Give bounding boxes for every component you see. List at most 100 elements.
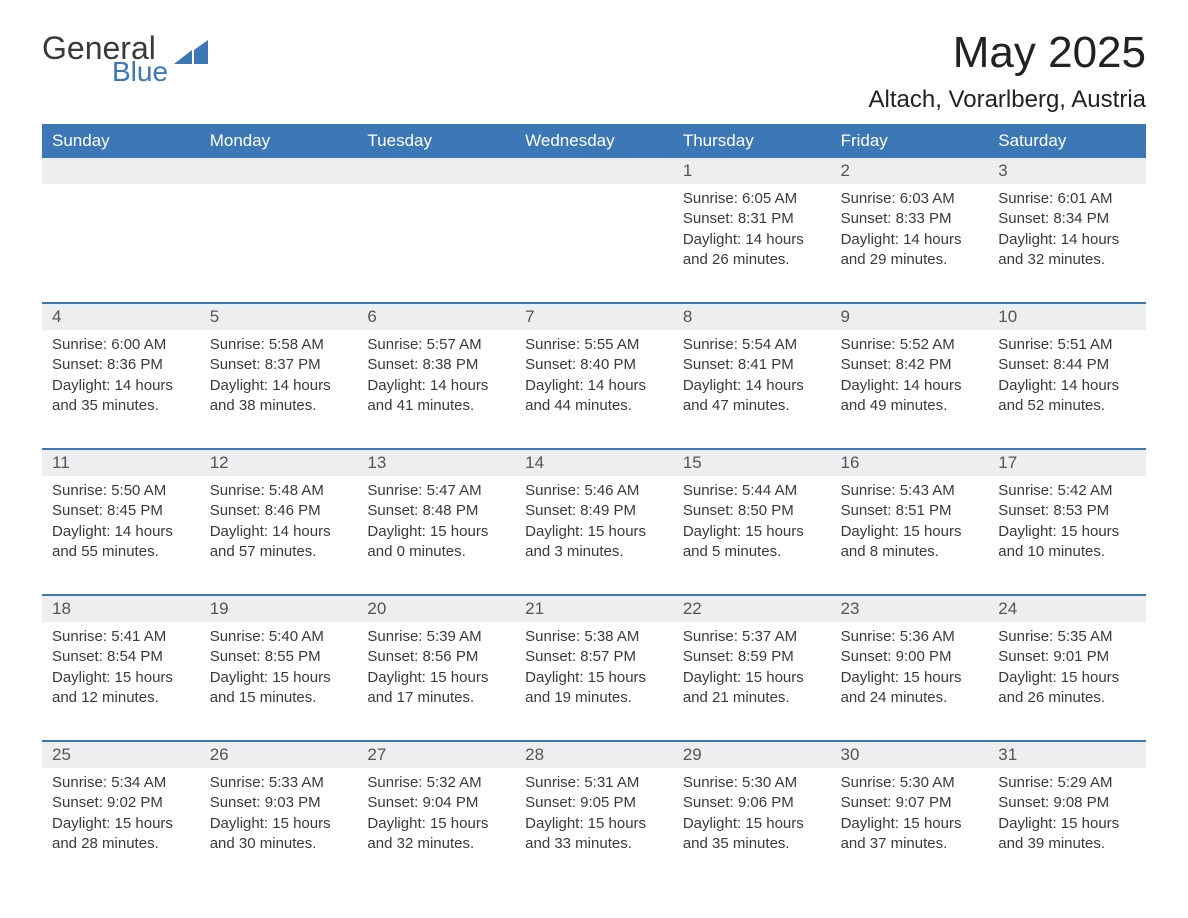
day-number: 12: [200, 450, 358, 476]
day-number: 20: [357, 596, 515, 622]
sunrise-line: Sunrise: 5:36 AM: [841, 627, 979, 647]
daylight-line: Daylight: 15 hours and 12 minutes.: [52, 668, 190, 709]
day-header-row: SundayMondayTuesdayWednesdayThursdayFrid…: [42, 124, 1146, 158]
sunset-line: Sunset: 8:55 PM: [210, 647, 348, 667]
day-number: 28: [515, 742, 673, 768]
day-number: 4: [42, 304, 200, 330]
sunrise-line: Sunrise: 5:52 AM: [841, 335, 979, 355]
day-number: 14: [515, 450, 673, 476]
day-cell: Sunrise: 5:35 AMSunset: 9:01 PMDaylight:…: [988, 622, 1146, 726]
sunrise-line: Sunrise: 6:03 AM: [841, 189, 979, 209]
sunrise-line: Sunrise: 5:50 AM: [52, 481, 190, 501]
day-cell: Sunrise: 5:58 AMSunset: 8:37 PMDaylight:…: [200, 330, 358, 434]
sunrise-line: Sunrise: 5:57 AM: [367, 335, 505, 355]
sunrise-line: Sunrise: 5:31 AM: [525, 773, 663, 793]
day-number: 13: [357, 450, 515, 476]
daylight-line: Daylight: 15 hours and 24 minutes.: [841, 668, 979, 709]
sunrise-line: Sunrise: 5:35 AM: [998, 627, 1136, 647]
sunset-line: Sunset: 8:45 PM: [52, 501, 190, 521]
daylight-line: Daylight: 14 hours and 49 minutes.: [841, 376, 979, 417]
sunrise-line: Sunrise: 5:58 AM: [210, 335, 348, 355]
day-cell: Sunrise: 5:44 AMSunset: 8:50 PMDaylight:…: [673, 476, 831, 580]
day-number: [357, 158, 515, 184]
day-cell: Sunrise: 5:30 AMSunset: 9:07 PMDaylight:…: [831, 768, 989, 872]
sunrise-line: Sunrise: 5:39 AM: [367, 627, 505, 647]
day-number: 7: [515, 304, 673, 330]
sunset-line: Sunset: 8:53 PM: [998, 501, 1136, 521]
day-header-friday: Friday: [831, 124, 989, 158]
day-header-tuesday: Tuesday: [357, 124, 515, 158]
sunrise-line: Sunrise: 6:05 AM: [683, 189, 821, 209]
daylight-line: Daylight: 14 hours and 38 minutes.: [210, 376, 348, 417]
daylight-line: Daylight: 14 hours and 52 minutes.: [998, 376, 1136, 417]
sunrise-line: Sunrise: 5:44 AM: [683, 481, 821, 501]
day-number: 30: [831, 742, 989, 768]
sunset-line: Sunset: 9:04 PM: [367, 793, 505, 813]
day-number: 24: [988, 596, 1146, 622]
day-number: 18: [42, 596, 200, 622]
daylight-line: Daylight: 14 hours and 26 minutes.: [683, 230, 821, 271]
sunset-line: Sunset: 8:44 PM: [998, 355, 1136, 375]
day-number: 27: [357, 742, 515, 768]
sunset-line: Sunset: 8:46 PM: [210, 501, 348, 521]
sunrise-line: Sunrise: 5:34 AM: [52, 773, 190, 793]
day-number: [42, 158, 200, 184]
daylight-line: Daylight: 15 hours and 5 minutes.: [683, 522, 821, 563]
sunset-line: Sunset: 9:02 PM: [52, 793, 190, 813]
day-header-saturday: Saturday: [988, 124, 1146, 158]
empty-cell: [200, 184, 358, 288]
sunrise-line: Sunrise: 5:46 AM: [525, 481, 663, 501]
day-number: 25: [42, 742, 200, 768]
day-cell: Sunrise: 5:48 AMSunset: 8:46 PMDaylight:…: [200, 476, 358, 580]
daylight-line: Daylight: 15 hours and 0 minutes.: [367, 522, 505, 563]
day-cell: Sunrise: 5:38 AMSunset: 8:57 PMDaylight:…: [515, 622, 673, 726]
day-number: [515, 158, 673, 184]
logo: General Blue: [42, 28, 208, 84]
day-number: 31: [988, 742, 1146, 768]
daylight-line: Daylight: 15 hours and 17 minutes.: [367, 668, 505, 709]
daylight-line: Daylight: 15 hours and 37 minutes.: [841, 814, 979, 855]
day-cell: Sunrise: 5:42 AMSunset: 8:53 PMDaylight:…: [988, 476, 1146, 580]
day-cell: Sunrise: 5:47 AMSunset: 8:48 PMDaylight:…: [357, 476, 515, 580]
day-cell: Sunrise: 5:55 AMSunset: 8:40 PMDaylight:…: [515, 330, 673, 434]
sunset-line: Sunset: 8:36 PM: [52, 355, 190, 375]
sunrise-line: Sunrise: 5:42 AM: [998, 481, 1136, 501]
sunrise-line: Sunrise: 5:54 AM: [683, 335, 821, 355]
day-cell: Sunrise: 5:31 AMSunset: 9:05 PMDaylight:…: [515, 768, 673, 872]
day-cell: Sunrise: 5:57 AMSunset: 8:38 PMDaylight:…: [357, 330, 515, 434]
sunset-line: Sunset: 8:49 PM: [525, 501, 663, 521]
daylight-line: Daylight: 14 hours and 35 minutes.: [52, 376, 190, 417]
month-title: May 2025: [869, 28, 1146, 78]
daylight-line: Daylight: 15 hours and 28 minutes.: [52, 814, 190, 855]
daylight-line: Daylight: 14 hours and 29 minutes.: [841, 230, 979, 271]
day-number: 5: [200, 304, 358, 330]
daylight-line: Daylight: 14 hours and 47 minutes.: [683, 376, 821, 417]
daynum-row: 25262728293031: [42, 742, 1146, 768]
daylight-line: Daylight: 14 hours and 44 minutes.: [525, 376, 663, 417]
day-cell: Sunrise: 5:37 AMSunset: 8:59 PMDaylight:…: [673, 622, 831, 726]
sunset-line: Sunset: 8:51 PM: [841, 501, 979, 521]
day-number: 1: [673, 158, 831, 184]
day-cell: Sunrise: 5:29 AMSunset: 9:08 PMDaylight:…: [988, 768, 1146, 872]
day-number: 17: [988, 450, 1146, 476]
day-cell: Sunrise: 5:36 AMSunset: 9:00 PMDaylight:…: [831, 622, 989, 726]
day-number: 16: [831, 450, 989, 476]
sunrise-line: Sunrise: 5:37 AM: [683, 627, 821, 647]
day-number: 15: [673, 450, 831, 476]
title-block: May 2025 Altach, Vorarlberg, Austria: [869, 28, 1146, 114]
day-cell: Sunrise: 5:39 AMSunset: 8:56 PMDaylight:…: [357, 622, 515, 726]
daynum-row: 18192021222324: [42, 596, 1146, 622]
sunset-line: Sunset: 8:33 PM: [841, 209, 979, 229]
sunset-line: Sunset: 8:37 PM: [210, 355, 348, 375]
daynum-row: 123: [42, 158, 1146, 184]
sunrise-line: Sunrise: 5:30 AM: [683, 773, 821, 793]
week-row: 25262728293031Sunrise: 5:34 AMSunset: 9:…: [42, 740, 1146, 872]
day-cell: Sunrise: 6:00 AMSunset: 8:36 PMDaylight:…: [42, 330, 200, 434]
sunrise-line: Sunrise: 5:55 AM: [525, 335, 663, 355]
daylight-line: Daylight: 15 hours and 10 minutes.: [998, 522, 1136, 563]
day-number: 9: [831, 304, 989, 330]
daylight-line: Daylight: 15 hours and 33 minutes.: [525, 814, 663, 855]
sunrise-line: Sunrise: 6:01 AM: [998, 189, 1136, 209]
sunset-line: Sunset: 9:05 PM: [525, 793, 663, 813]
day-cell: Sunrise: 5:41 AMSunset: 8:54 PMDaylight:…: [42, 622, 200, 726]
